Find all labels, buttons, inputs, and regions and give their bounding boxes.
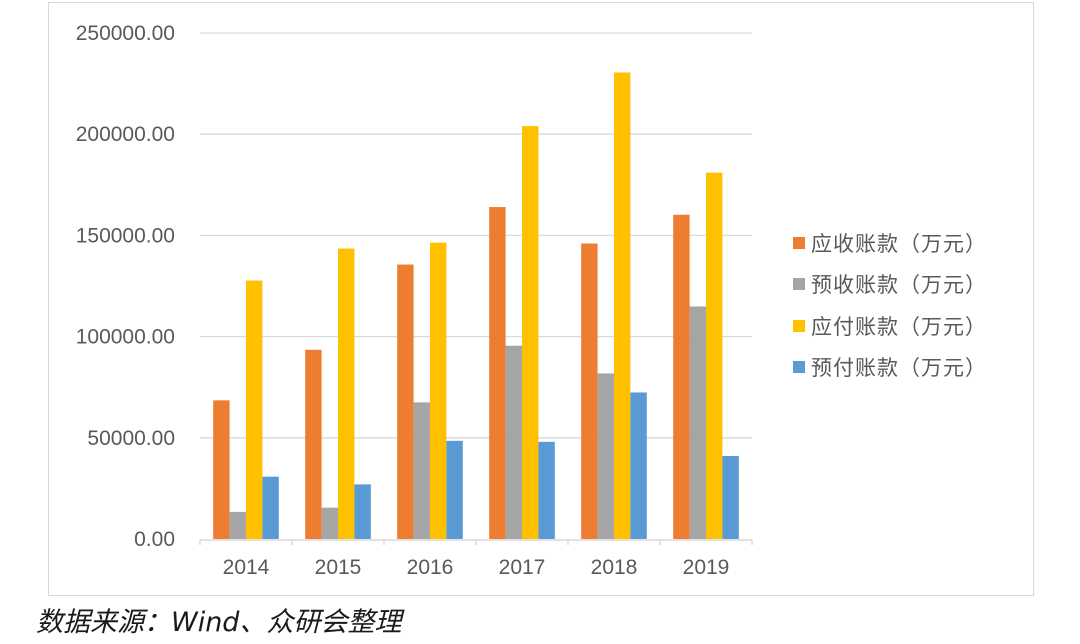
y-tick-label: 150000.00 bbox=[76, 224, 175, 247]
bar bbox=[614, 72, 631, 539]
legend-swatch-icon bbox=[793, 278, 805, 291]
legend-swatch-icon bbox=[793, 361, 805, 374]
y-tick-label: 200000.00 bbox=[76, 123, 175, 146]
legend-label: 应付账款（万元） bbox=[811, 314, 987, 339]
bar bbox=[262, 476, 279, 539]
bar bbox=[538, 441, 555, 539]
bar bbox=[305, 349, 322, 539]
legend-item-prepayments: 预付账款（万元） bbox=[793, 347, 987, 389]
bar bbox=[689, 306, 706, 539]
gridlines bbox=[200, 32, 752, 439]
legend-label: 预收账款（万元） bbox=[811, 273, 987, 298]
bar bbox=[338, 248, 355, 539]
bar bbox=[430, 242, 447, 539]
bar bbox=[354, 484, 371, 539]
source-note: 数据来源：Wind、众研会整理 bbox=[36, 607, 402, 638]
y-tick-label: 0.00 bbox=[134, 528, 175, 551]
y-tick-label: 100000.00 bbox=[76, 326, 175, 349]
x-axis: 2014 2015 2016 2017 2018 2019 bbox=[199, 539, 753, 579]
legend-label: 应收账款（万元） bbox=[811, 231, 987, 256]
bar-chart: 0.00 50000.00 100000.00 150000.00 200000.00 2… bbox=[76, 22, 753, 579]
y-tick-label: 250000.00 bbox=[76, 22, 175, 45]
legend: 应收账款（万元） 预收账款（万元） 应付账款（万元） 预付账款（万元） bbox=[793, 222, 987, 388]
x-tick-label: 2019 bbox=[683, 556, 730, 579]
legend-label: 预付账款（万元） bbox=[811, 356, 987, 381]
bar bbox=[597, 373, 614, 539]
legend-item-receivables: 应收账款（万元） bbox=[793, 222, 987, 264]
bar bbox=[397, 264, 414, 539]
x-tick-label: 2016 bbox=[407, 556, 454, 579]
bar bbox=[706, 172, 723, 539]
x-tick-label: 2015 bbox=[315, 556, 362, 579]
bar bbox=[489, 207, 506, 539]
legend-item-advance-receipts: 预收账款（万元） bbox=[793, 264, 987, 306]
bar bbox=[522, 126, 539, 539]
y-tick-label: 50000.00 bbox=[87, 427, 175, 450]
bar bbox=[581, 243, 598, 539]
bar bbox=[321, 507, 338, 539]
x-tick-label: 2014 bbox=[223, 556, 270, 579]
bar bbox=[229, 511, 246, 539]
x-tick-label: 2018 bbox=[591, 556, 638, 579]
bar bbox=[246, 280, 263, 539]
bar bbox=[213, 400, 230, 539]
bar bbox=[446, 440, 463, 539]
bar bbox=[413, 402, 430, 539]
legend-swatch-icon bbox=[793, 319, 805, 332]
legend-swatch-icon bbox=[793, 236, 805, 249]
x-tick-label: 2017 bbox=[499, 556, 546, 579]
legend-item-payables: 应付账款（万元） bbox=[793, 305, 987, 347]
bar bbox=[505, 345, 522, 539]
bar bbox=[722, 456, 739, 539]
bar bbox=[630, 392, 647, 539]
y-axis-labels: 0.00 50000.00 100000.00 150000.00 200000.00 2… bbox=[76, 22, 175, 551]
bars bbox=[213, 72, 739, 540]
bar bbox=[673, 214, 690, 540]
